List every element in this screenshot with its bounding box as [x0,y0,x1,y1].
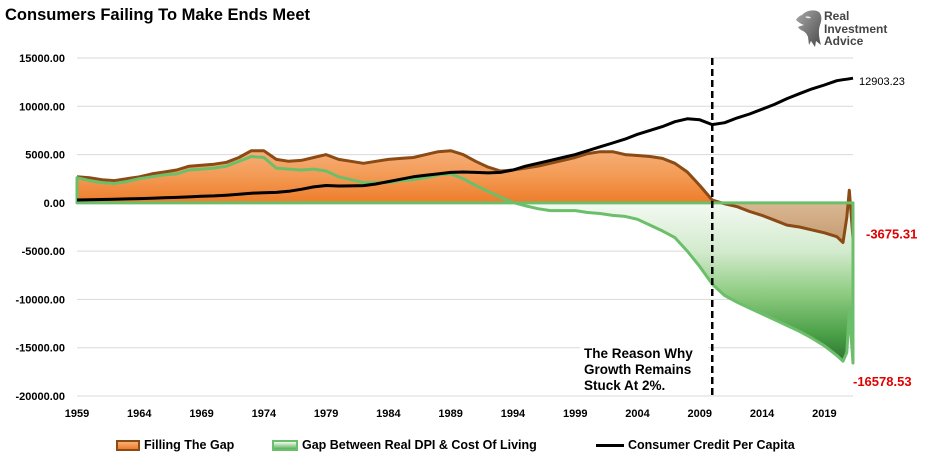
y-tick-label: -20000.00 [15,391,65,403]
end-label-filling-the-gap: -3675.31 [866,226,917,241]
legend: Filling The Gap Gap Between Real DPI & C… [0,436,928,454]
y-tick-label: -10000.00 [15,294,65,306]
y-tick-label: 5000.00 [25,150,65,162]
y-tick-label: -5000.00 [22,246,65,258]
legend-swatch-gap [272,439,298,451]
x-tick-label: 2014 [750,408,775,420]
end-label-consumer-credit: 12903.23 [859,76,905,88]
x-tick-label: 1984 [376,408,401,420]
brand-logo: Real Investment Advice [793,7,915,51]
legend-item-filling-the-gap: Filling The Gap [116,436,234,454]
annotation-line: Growth Remains [584,362,691,377]
series-gap-line [75,155,855,365]
chart-title: Consumers Failing To Make Ends Meet [5,6,311,24]
legend-label-gap: Gap Between Real DPI & Cost Of Living [302,438,537,452]
x-tick-label: 1994 [501,408,526,420]
x-tick-label: 1979 [314,408,338,420]
annotation-line: Stuck At 2%. [584,378,665,393]
x-tick-label: 2009 [688,408,712,420]
series-consumer-credit-line [76,76,854,202]
y-tick-label: 15000.00 [19,53,65,65]
legend-item-gap: Gap Between Real DPI & Cost Of Living [272,436,537,454]
end-label-gap: -16578.53 [853,374,912,389]
legend-item-consumer-credit: Consumer Credit Per Capita [596,436,795,454]
y-tick-label: -15000.00 [15,343,65,355]
x-tick-label: 1964 [127,408,152,420]
annotation-background [580,344,708,394]
logo-line-real: Real [824,9,850,23]
eagle-logo-icon [796,10,822,47]
x-tick-label: 2004 [625,408,650,420]
legend-label-consumer-credit: Consumer Credit Per Capita [628,438,795,452]
series-gap-area [77,156,853,363]
x-tick-label: 1959 [65,408,89,420]
x-tick-label: 1989 [438,408,462,420]
y-axis-labels: 15000.00 10000.00 5000.00 0.00 -5000.00 -1000… [15,53,65,403]
x-tick-label: 1974 [252,408,277,420]
logo-line-advice: Advice [824,34,864,48]
logo-line-investment: Investment [824,21,888,36]
legend-swatch-filling-the-gap [116,439,140,451]
x-tick-label: 1969 [189,408,213,420]
x-tick-label: 2019 [812,408,836,420]
y-tick-label: 10000.00 [19,101,65,113]
series-filling-the-gap-area [77,150,853,243]
annotation-line: The Reason Why [584,346,693,361]
legend-label-filling-the-gap: Filling The Gap [144,438,235,452]
series-filling-the-gap-line [76,149,855,244]
logo-wordmark: Real Investment Advice [824,10,887,48]
x-tick-label: 1999 [563,408,587,420]
legend-swatch-consumer-credit [596,443,624,447]
y-tick-label: 0.00 [44,198,65,210]
x-axis-labels: 1959 1964 1969 1974 1979 1984 1989 1994 1999 2004… [65,408,837,420]
